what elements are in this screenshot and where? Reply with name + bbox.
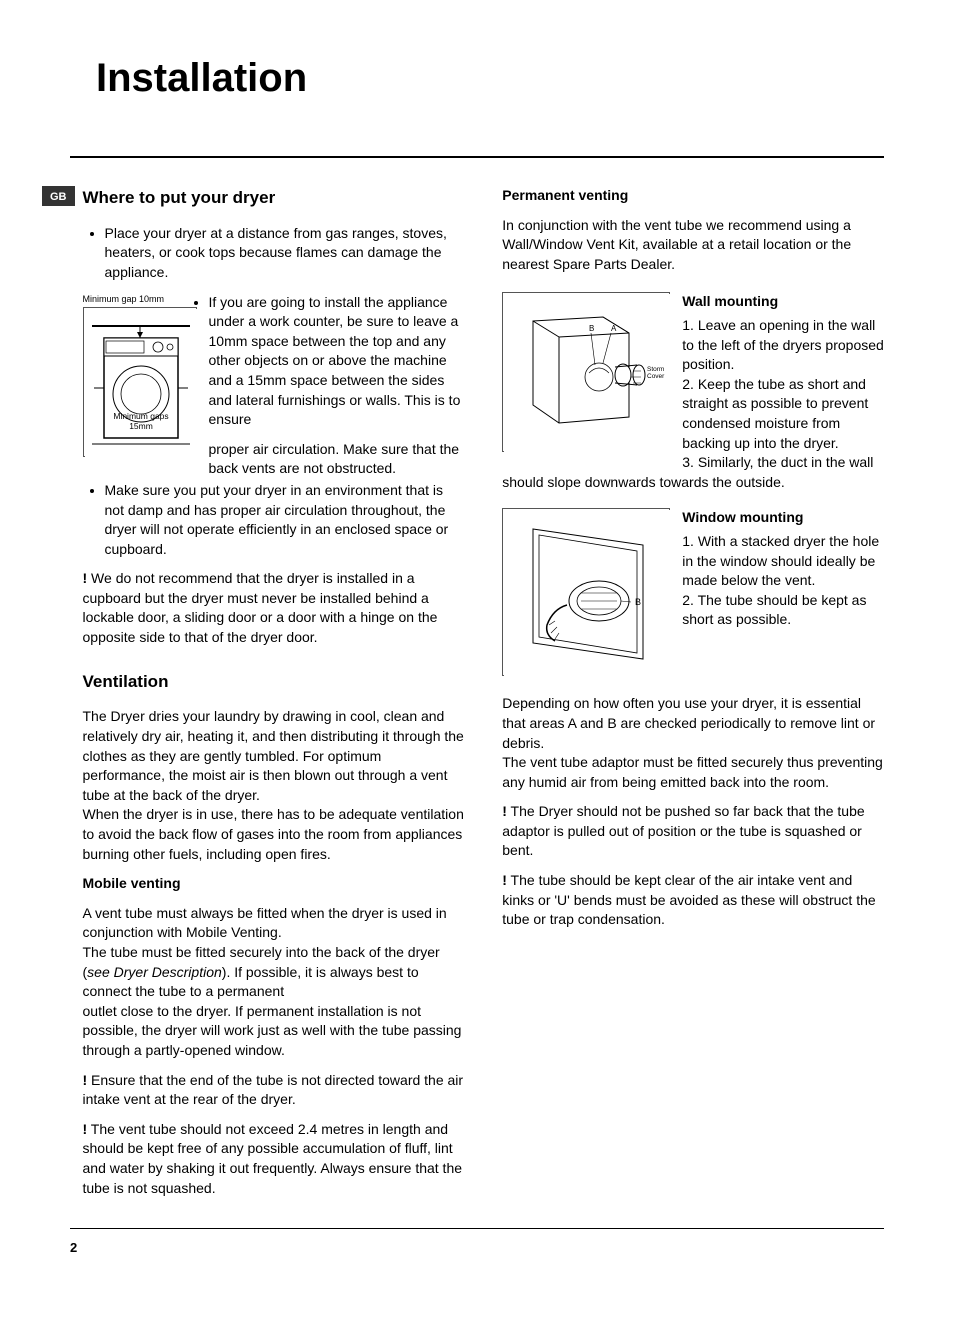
columns: Where to put your dryer Place your dryer… <box>83 186 885 1208</box>
top-divider <box>70 156 884 158</box>
svg-text:A: A <box>611 324 617 333</box>
clearance-diagram: Minimum gaps 15mm <box>83 307 197 457</box>
left-column: Where to put your dryer Place your dryer… <box>83 186 465 1208</box>
figure-wall-mount: A B Storm Cover <box>502 292 670 452</box>
bullet-3: Make sure you put your dryer in an envir… <box>105 481 465 559</box>
page-number: 2 <box>70 1239 884 1257</box>
svg-text:B: B <box>635 597 641 607</box>
window-mount-diagram: B <box>502 508 670 676</box>
bullet-list-1: Place your dryer at a distance from gas … <box>83 224 465 283</box>
language-tab: GB <box>42 186 75 206</box>
adaptor-para: The vent tube adaptor must be fitted sec… <box>502 753 884 792</box>
mobile-warn-2: ! The vent tube should not exceed 2.4 me… <box>83 1120 465 1198</box>
bullet-1: Place your dryer at a distance from gas … <box>105 224 465 283</box>
figure-label-top-gap: Minimum gap 10mm <box>83 293 197 306</box>
main-layout: GB Where to put your dryer Place your dr… <box>70 186 884 1208</box>
dep-warn-1: ! The Dryer should not be pushed so far … <box>502 802 884 861</box>
right-column: Permanent venting In conjunction with th… <box>502 186 884 1208</box>
wall-mount-diagram: A B Storm Cover <box>502 292 670 452</box>
dep-warn-2: ! The tube should be kept clear of the a… <box>502 871 884 930</box>
heading-mobile-venting: Mobile venting <box>83 874 465 894</box>
svg-text:Storm: Storm <box>647 366 664 373</box>
heading-permanent-venting: Permanent venting <box>502 186 884 206</box>
svg-text:B: B <box>589 324 594 333</box>
heading-ventilation: Ventilation <box>83 670 465 694</box>
mobile-warn-1: ! Ensure that the end of the tube is not… <box>83 1071 465 1110</box>
perm-para-1: In conjunction with the vent tube we rec… <box>502 216 884 275</box>
svg-text:Minimum gaps: Minimum gaps <box>113 411 168 421</box>
page-title: Installation <box>96 50 884 106</box>
heading-where: Where to put your dryer <box>83 186 465 210</box>
mobile-p1b: The tube must be fitted securely into th… <box>83 943 465 1002</box>
svg-text:Cover: Cover <box>647 373 665 380</box>
vent-para-1: The Dryer dries your laundry by drawing … <box>83 707 465 805</box>
mobile-p1c: outlet close to the dryer. If permanent … <box>83 1002 465 1061</box>
svg-text:15mm: 15mm <box>129 421 153 431</box>
wall-step-3: 3. Similarly, the duct in the wall shoul… <box>502 453 884 492</box>
bullet-list-3: Make sure you put your dryer in an envir… <box>83 481 465 559</box>
warn-cupboard: ! We do not recommend that the dryer is … <box>83 569 465 647</box>
vent-para-1b: When the dryer is in use, there has to b… <box>83 805 465 864</box>
bottom-divider <box>70 1228 884 1229</box>
depending-para: Depending on how often you use your drye… <box>502 694 884 753</box>
figure-window-mount: B <box>502 508 670 676</box>
figure-clearance: Minimum gap 10mm <box>83 293 197 458</box>
mobile-p1: A vent tube must always be fitted when t… <box>83 904 465 943</box>
